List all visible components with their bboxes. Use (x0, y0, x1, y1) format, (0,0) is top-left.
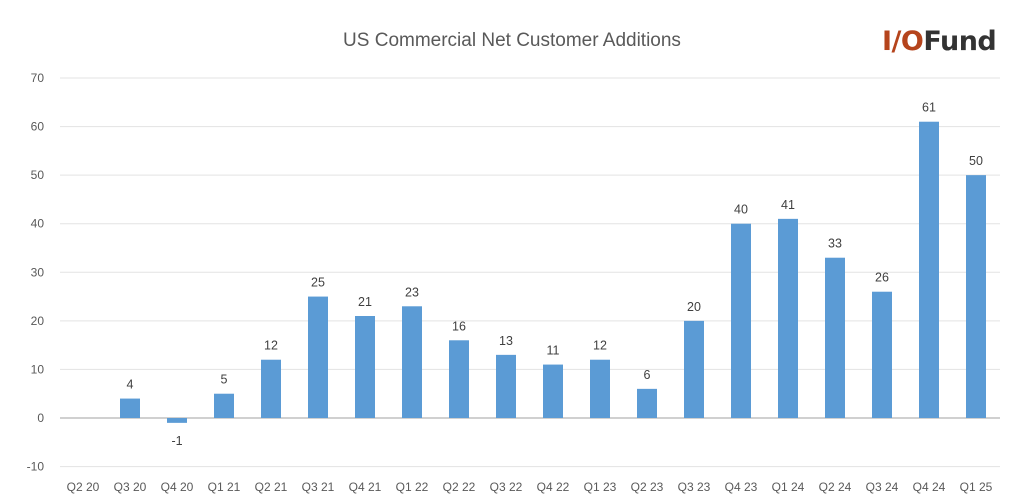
data-label: 21 (358, 295, 372, 309)
x-tick-label: Q4 21 (349, 480, 382, 494)
bar (496, 354, 516, 418)
bar (120, 398, 140, 418)
bar (167, 418, 187, 423)
x-tick-label: Q4 22 (537, 480, 570, 494)
x-tick-label: Q1 21 (208, 480, 241, 494)
x-tick-label: Q3 23 (678, 480, 711, 494)
data-label: 50 (969, 154, 983, 168)
data-label: 41 (781, 198, 795, 212)
x-tick-label: Q3 21 (302, 480, 335, 494)
y-tick-label: 10 (31, 362, 45, 376)
y-tick-label: 20 (31, 314, 45, 328)
data-label: 61 (922, 101, 936, 115)
bar (261, 359, 281, 418)
y-tick-label: 60 (31, 120, 45, 134)
bar (966, 175, 986, 418)
bar (543, 364, 563, 418)
bar (637, 388, 657, 418)
x-tick-label: Q4 20 (161, 480, 194, 494)
bar (355, 316, 375, 418)
bar (684, 320, 704, 418)
data-label: 20 (687, 300, 701, 314)
data-label: 33 (828, 237, 842, 251)
data-label: 6 (644, 368, 651, 382)
y-tick-label: -10 (27, 460, 45, 474)
y-tick-label: 30 (31, 265, 45, 279)
bar (590, 359, 610, 418)
chart-title: US Commercial Net Customer Additions (343, 30, 681, 51)
x-tick-label: Q1 24 (772, 480, 805, 494)
x-tick-label: Q1 25 (960, 480, 993, 494)
data-label: 4 (127, 378, 134, 392)
x-tick-label: Q2 22 (443, 480, 476, 494)
x-tick-label: Q2 23 (631, 480, 664, 494)
data-label: 12 (593, 339, 607, 353)
y-tick-label: 50 (31, 168, 45, 182)
io-fund-logo: I/OFund (882, 26, 997, 57)
data-label: 26 (875, 271, 889, 285)
y-tick-label: 0 (37, 411, 44, 425)
data-label: 5 (221, 373, 228, 387)
data-label: -1 (171, 434, 182, 448)
bar (402, 306, 422, 418)
bar (872, 291, 892, 418)
data-label: 13 (499, 334, 513, 348)
data-label: 40 (734, 203, 748, 217)
bar (825, 257, 845, 418)
data-label: 23 (405, 285, 419, 299)
bar (214, 393, 234, 418)
x-tick-label: Q1 22 (396, 480, 429, 494)
x-tick-label: Q4 23 (725, 480, 758, 494)
data-label: 25 (311, 276, 325, 290)
y-tick-label: 40 (31, 217, 45, 231)
data-label: 16 (452, 319, 466, 333)
x-tick-label: Q4 24 (913, 480, 946, 494)
x-tick-label: Q3 24 (866, 480, 899, 494)
x-tick-label: Q2 20 (67, 480, 100, 494)
x-tick-label: Q1 23 (584, 480, 617, 494)
bar (919, 121, 939, 418)
bar (778, 218, 798, 418)
data-label: 11 (547, 344, 560, 358)
x-tick-label: Q3 20 (114, 480, 147, 494)
y-tick-label: 70 (31, 71, 45, 85)
bar (308, 296, 328, 418)
x-tick-label: Q3 22 (490, 480, 523, 494)
x-tick-label: Q2 21 (255, 480, 288, 494)
data-label: 12 (264, 339, 278, 353)
x-tick-label: Q2 24 (819, 480, 852, 494)
bar (449, 340, 469, 418)
bar (731, 223, 751, 418)
